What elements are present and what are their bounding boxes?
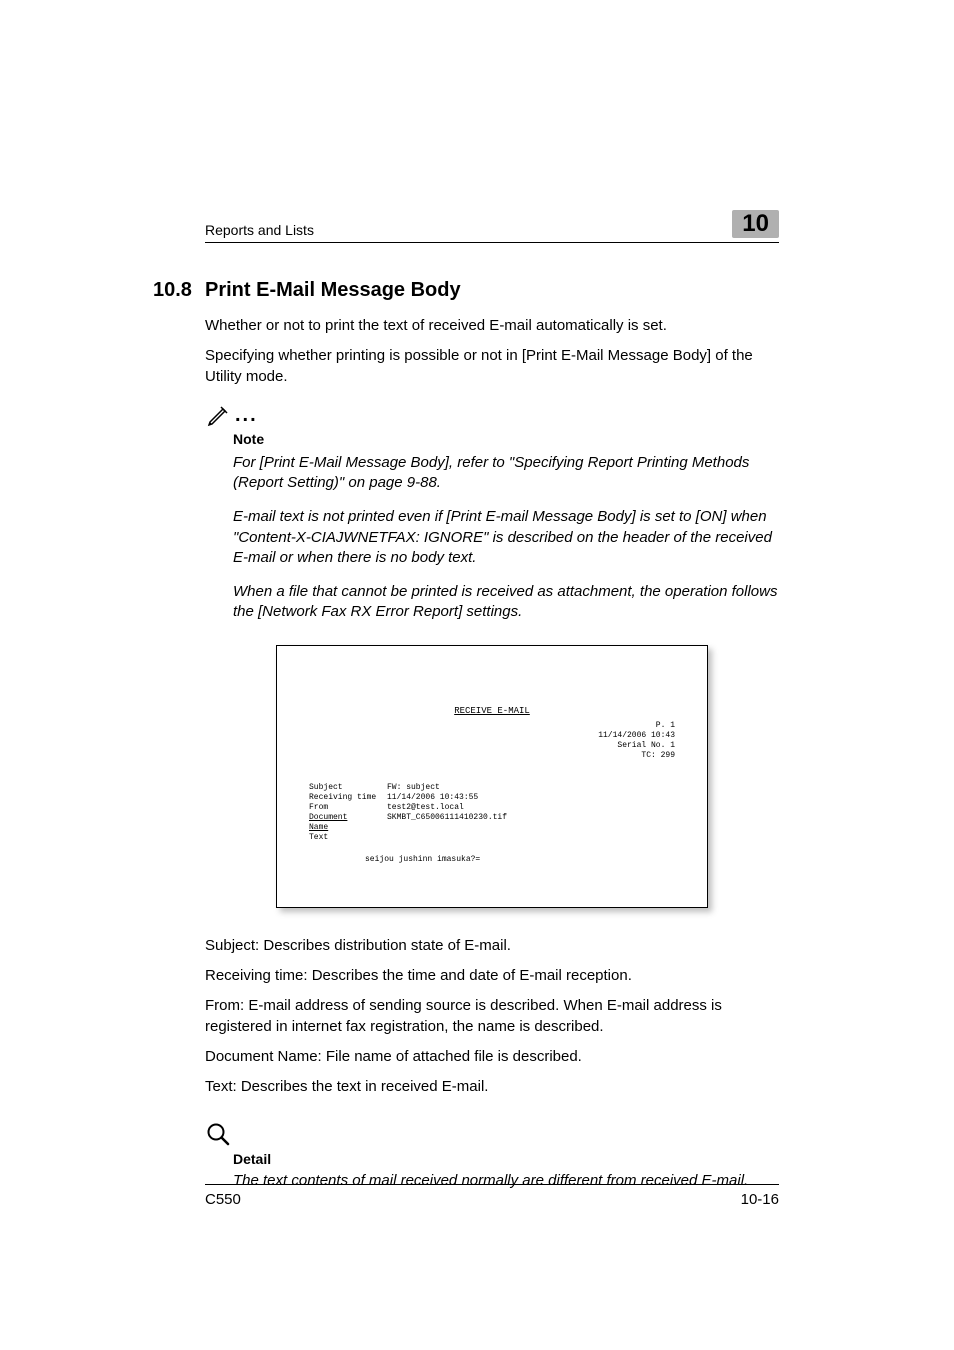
report-row: Receiving time 11/14/2006 10:43:55 <box>309 793 675 803</box>
report-field-value: SKMBT_C65006111410230.tif <box>387 813 675 833</box>
report-body-text: seijou jushinn imasuka?= <box>365 855 675 865</box>
report-field-label: Receiving time <box>309 793 387 803</box>
report-row: Subject FW: subject <box>309 783 675 793</box>
report-field-label: Subject <box>309 783 387 793</box>
section-title-text: Print E-Mail Message Body <box>205 279 461 301</box>
description-line: Document Name: File name of attached fil… <box>205 1047 779 1067</box>
report-row: From test2@test.local <box>309 803 675 813</box>
note-block: ... Note For [Print E-Mail Message Body]… <box>205 401 779 623</box>
note-text: E-mail text is not printed even if [Prin… <box>233 507 779 568</box>
pencil-icon <box>205 401 231 427</box>
report-meta-line: 11/14/2006 10:43 <box>309 731 675 741</box>
detail-block: Detail The text contents of mail receive… <box>205 1121 779 1191</box>
chapter-number-box: 10 <box>732 210 779 238</box>
report-meta: P. 1 11/14/2006 10:43 Serial No. 1 TC: 2… <box>309 721 675 761</box>
note-label: Note <box>233 431 779 447</box>
report-fields: Subject FW: subject Receiving time 11/14… <box>309 783 675 865</box>
section-number: 10.8 <box>153 279 205 302</box>
report-field-value: test2@test.local <box>387 803 675 813</box>
footer-right: 10-16 <box>741 1191 779 1208</box>
report-title: RECEIVE E-MAIL <box>309 706 675 717</box>
report-sample-figure: RECEIVE E-MAIL P. 1 11/14/2006 10:43 Ser… <box>276 645 708 908</box>
description-line: Subject: Describes distribution state of… <box>205 936 779 956</box>
report-meta-line: TC: 299 <box>309 751 675 761</box>
description-line: From: E-mail address of sending source i… <box>205 996 779 1037</box>
running-title: Reports and Lists <box>205 222 314 238</box>
paragraph: Whether or not to print the text of rece… <box>205 316 779 336</box>
report-field-label: From <box>309 803 387 813</box>
report-row: Text <box>309 833 675 843</box>
page-header: Reports and Lists 10 <box>205 210 779 243</box>
page-footer: C550 10-16 <box>205 1184 779 1208</box>
magnifier-icon <box>205 1121 779 1147</box>
detail-label: Detail <box>233 1151 779 1167</box>
footer-left: C550 <box>205 1191 241 1208</box>
section-heading: 10.8Print E-Mail Message Body <box>153 279 779 302</box>
note-icon-row: ... <box>205 401 779 427</box>
note-text: When a file that cannot be printed is re… <box>233 582 779 623</box>
report-row: DocumentName SKMBT_C65006111410230.tif <box>309 813 675 833</box>
description-line: Receiving time: Describes the time and d… <box>205 966 779 986</box>
note-text: For [Print E-Mail Message Body], refer t… <box>233 453 779 494</box>
page: Reports and Lists 10 10.8Print E-Mail Me… <box>0 0 954 1350</box>
report-field-label: DocumentName <box>309 813 387 833</box>
report-meta-line: P. 1 <box>309 721 675 731</box>
report-meta-line: Serial No. 1 <box>309 741 675 751</box>
paragraph: Specifying whether printing is possible … <box>205 346 779 387</box>
report-field-value: FW: subject <box>387 783 675 793</box>
description-line: Text: Describes the text in received E-m… <box>205 1077 779 1097</box>
note-dots: ... <box>235 405 258 427</box>
report-field-label: Text <box>309 833 387 843</box>
report-sample-inner: RECEIVE E-MAIL P. 1 11/14/2006 10:43 Ser… <box>283 652 701 897</box>
report-field-value: 11/14/2006 10:43:55 <box>387 793 675 803</box>
